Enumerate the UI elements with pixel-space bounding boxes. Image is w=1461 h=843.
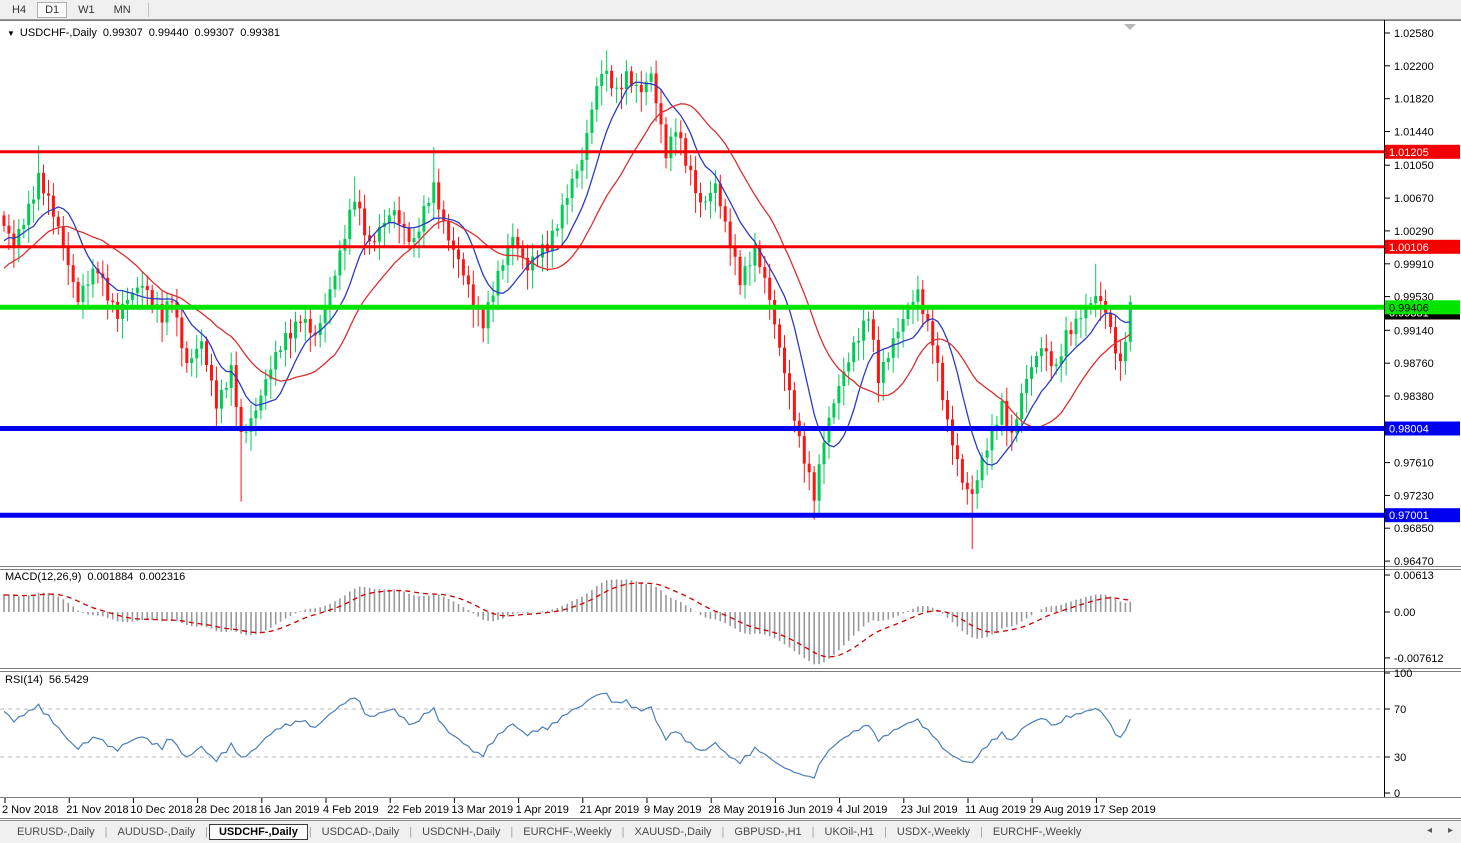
- svg-text:0.97230: 0.97230: [1394, 490, 1434, 502]
- svg-text:1.00670: 1.00670: [1394, 193, 1434, 205]
- svg-text:1.01050: 1.01050: [1394, 160, 1434, 172]
- candles-layer: [2, 50, 1132, 549]
- svg-text:0.97610: 0.97610: [1394, 458, 1434, 470]
- timeframe-button-mn[interactable]: MN: [113, 3, 131, 16]
- hline-badge-1.01205: 1.01205: [1385, 144, 1460, 159]
- tab-separator: |: [884, 826, 887, 838]
- ma-fast-line: [3, 81, 1131, 466]
- tab-eurchf-weekly[interactable]: EURCHF-,Weekly: [523, 826, 612, 838]
- tab-separator: |: [721, 826, 725, 838]
- chart-canvas[interactable]: 1.02580 1.02200 1.01820 1.01440 1.01050 1.006…: [0, 20, 1461, 820]
- shift-marker-icon[interactable]: [1124, 24, 1136, 30]
- svg-text:0.98380: 0.98380: [1394, 391, 1434, 403]
- svg-text:10 Dec 2018: 10 Dec 2018: [130, 804, 192, 816]
- svg-text:0.00: 0.00: [1394, 607, 1415, 619]
- svg-text:0.98004: 0.98004: [1389, 424, 1429, 436]
- tab-separator: |: [621, 826, 625, 838]
- tab-xauusd-daily[interactable]: XAUUSD-,Daily: [634, 826, 712, 838]
- svg-text:1.01440: 1.01440: [1394, 127, 1434, 139]
- chart-background: [0, 20, 1461, 820]
- svg-text:0.96470: 0.96470: [1394, 556, 1434, 568]
- hline-badge-1.00106: 1.00106: [1385, 239, 1460, 254]
- svg-text:0.00613: 0.00613: [1394, 570, 1434, 582]
- svg-text:-0.007612: -0.007612: [1394, 653, 1444, 665]
- tab-separator: |: [308, 826, 312, 838]
- tab-eurchf-weekly[interactable]: EURCHF-,Weekly: [992, 826, 1082, 838]
- svg-text:70: 70: [1394, 704, 1406, 716]
- tab-separator: |: [104, 826, 108, 838]
- svg-text:28 Dec 2018: 28 Dec 2018: [195, 804, 257, 816]
- timeframe-button-d1[interactable]: D1: [37, 1, 68, 18]
- svg-text:0: 0: [1394, 788, 1400, 800]
- svg-text:21 Apr 2019: 21 Apr 2019: [580, 804, 639, 816]
- svg-text:9 May 2019: 9 May 2019: [644, 804, 701, 816]
- hline-badge-0.99406: 0.99406: [1385, 300, 1460, 315]
- svg-text:1.01205: 1.01205: [1389, 147, 1429, 159]
- timeframe-button-h4[interactable]: H4: [12, 3, 27, 16]
- chart-window: 1.02580 1.02200 1.01820 1.01440 1.01050 1.006…: [0, 20, 1461, 820]
- svg-text:0.99406: 0.99406: [1389, 302, 1429, 314]
- svg-text:28 May 2019: 28 May 2019: [708, 804, 772, 816]
- tab-ukoil-h1[interactable]: UKOil-,H1: [824, 826, 875, 838]
- tab-eurusd-daily[interactable]: EURUSD-,Daily: [17, 826, 95, 838]
- timeframe-toolbar: H4 D1 W1 MN: [0, 0, 1461, 20]
- svg-text:2 Nov 2018: 2 Nov 2018: [2, 804, 58, 816]
- svg-text:16 Jan 2019: 16 Jan 2019: [259, 804, 320, 816]
- tab-audusd-daily[interactable]: AUDUSD-,Daily: [117, 826, 196, 838]
- svg-text:1.01820: 1.01820: [1394, 94, 1434, 106]
- svg-text:1.00290: 1.00290: [1394, 226, 1434, 238]
- svg-text:4 Jul 2019: 4 Jul 2019: [837, 804, 888, 816]
- date-axis[interactable]: 2 Nov 2018 21 Nov 2018 10 Dec 2018 28 Dec 2…: [2, 798, 1156, 816]
- tab-separator: |: [811, 826, 815, 838]
- timeframe-button-w1[interactable]: W1: [78, 3, 95, 16]
- svg-text:4 Feb 2019: 4 Feb 2019: [323, 804, 379, 816]
- macd-signal-line: [3, 582, 1131, 658]
- svg-text:13 Mar 2019: 13 Mar 2019: [451, 804, 513, 816]
- rsi-axis: 100 70 30 0: [1384, 668, 1412, 800]
- hline-badge-0.97001: 0.97001: [1385, 508, 1460, 523]
- svg-text:11 Aug 2019: 11 Aug 2019: [965, 804, 1026, 816]
- rsi-line: [3, 692, 1131, 779]
- tab-scroll-left-icon[interactable]: ◂: [1426, 825, 1432, 836]
- tab-usdchf-daily[interactable]: USDCHF-,Daily: [208, 824, 308, 840]
- svg-text:0.98760: 0.98760: [1394, 358, 1434, 370]
- svg-text:0.99910: 0.99910: [1394, 259, 1434, 271]
- macd-histogram: [3, 579, 1132, 665]
- svg-text:30: 30: [1394, 752, 1406, 764]
- svg-text:21 Nov 2018: 21 Nov 2018: [66, 804, 128, 816]
- svg-text:29 Aug 2019: 29 Aug 2019: [1029, 804, 1091, 816]
- tab-separator: |: [980, 826, 983, 838]
- svg-text:16 Jun 2019: 16 Jun 2019: [772, 804, 833, 816]
- tab-usdcnh-daily[interactable]: USDCNH-,Daily: [422, 826, 501, 838]
- svg-text:1.00106: 1.00106: [1389, 242, 1429, 254]
- svg-text:17 Sep 2019: 17 Sep 2019: [1093, 804, 1155, 816]
- svg-text:0.99140: 0.99140: [1394, 325, 1434, 337]
- svg-text:0.96850: 0.96850: [1394, 523, 1434, 535]
- toolbar-separator: [147, 2, 149, 17]
- tab-separator: |: [205, 826, 208, 838]
- tab-usdcad-daily[interactable]: USDCAD-,Daily: [321, 826, 400, 838]
- tab-scroll-right-icon[interactable]: ▸: [1447, 825, 1453, 836]
- tab-separator: |: [409, 826, 413, 838]
- tab-separator: |: [510, 826, 514, 838]
- tab-gbpusd-h1[interactable]: GBPUSD-,H1: [734, 826, 802, 838]
- chart-tabbar: EURUSD-,Daily | AUDUSD-,Daily | USDCHF-,Dail…: [0, 820, 1461, 843]
- svg-text:100: 100: [1394, 668, 1412, 680]
- collapse-arrow-icon[interactable]: ▼: [7, 29, 15, 38]
- svg-text:0.97001: 0.97001: [1389, 510, 1429, 522]
- svg-text:1.02200: 1.02200: [1394, 61, 1434, 73]
- macd-axis: 0.00613 0.00 -0.007612: [1384, 570, 1444, 665]
- svg-text:1.02580: 1.02580: [1394, 28, 1434, 40]
- svg-text:23 Jul 2019: 23 Jul 2019: [901, 804, 958, 816]
- svg-text:22 Feb 2019: 22 Feb 2019: [387, 804, 449, 816]
- tab-usdx-weekly[interactable]: USDX-,Weekly: [896, 826, 971, 838]
- svg-text:1 Apr 2019: 1 Apr 2019: [516, 804, 569, 816]
- price-axis: 1.02580 1.02200 1.01820 1.01440 1.01050 1.006…: [1384, 28, 1434, 568]
- hline-badge-0.98004: 0.98004: [1385, 421, 1460, 436]
